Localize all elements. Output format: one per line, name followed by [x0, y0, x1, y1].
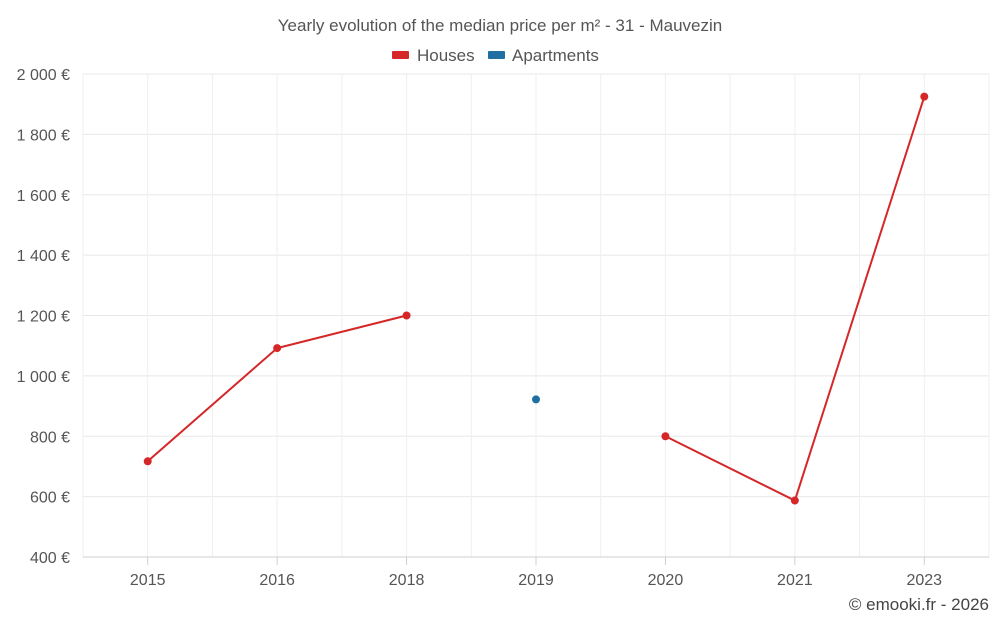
data-point-houses: [920, 92, 929, 101]
y-axis: 400 € 600 € 800 € 1 000 € 1 200 € 1 400 € 1 60…: [17, 67, 70, 567]
y-tick-label: 1 600 €: [17, 188, 70, 205]
x-tick-label: 2019: [518, 572, 554, 589]
credit-text: © emooki.fr - 2026: [849, 595, 989, 614]
y-tick-label: 800 €: [30, 429, 70, 446]
x-tick-label: 2015: [130, 572, 166, 589]
y-tick-label: 1 200 €: [17, 309, 70, 326]
series-houses: [143, 92, 929, 505]
data-point-houses: [661, 432, 670, 441]
legend-label-houses: Houses: [417, 46, 475, 65]
y-tick-label: 2 000 €: [17, 67, 70, 84]
legend: Houses Apartments: [392, 46, 599, 65]
data-point-houses: [402, 311, 411, 320]
y-tick-label: 400 €: [30, 550, 70, 567]
x-tick-label: 2021: [777, 572, 813, 589]
data-point-houses: [143, 457, 152, 466]
series-line-houses: [276, 314, 407, 350]
x-tick-label: 2018: [389, 572, 425, 589]
chart-title: Yearly evolution of the median price per…: [278, 16, 722, 35]
x-tick-label: 2016: [259, 572, 295, 589]
y-tick-label: 600 €: [30, 490, 70, 507]
x-tick-label: 2023: [906, 572, 942, 589]
y-tick-label: 1 800 €: [17, 127, 70, 144]
legend-label-apartments: Apartments: [512, 46, 599, 65]
series-line-houses: [147, 347, 278, 463]
x-tick-label: 2020: [648, 572, 684, 589]
y-tick-label: 1 000 €: [17, 369, 70, 386]
y-tick-label: 1 400 €: [17, 248, 70, 265]
legend-swatch-houses: [392, 51, 409, 59]
series-line-houses: [664, 435, 796, 502]
series-apartments: [532, 395, 540, 404]
legend-item-apartments[interactable]: Apartments: [488, 46, 599, 65]
series-line-houses: [793, 96, 926, 501]
series: [143, 92, 929, 505]
grid: [82, 73, 990, 557]
legend-item-houses[interactable]: Houses: [392, 46, 475, 65]
x-axis: 2015 2016 2018 2019 2020 2021 2023: [83, 556, 989, 589]
data-point-houses: [273, 344, 282, 353]
data-point-apartments: [532, 395, 540, 404]
legend-swatch-apartments: [488, 51, 505, 59]
data-point-houses: [790, 496, 799, 505]
